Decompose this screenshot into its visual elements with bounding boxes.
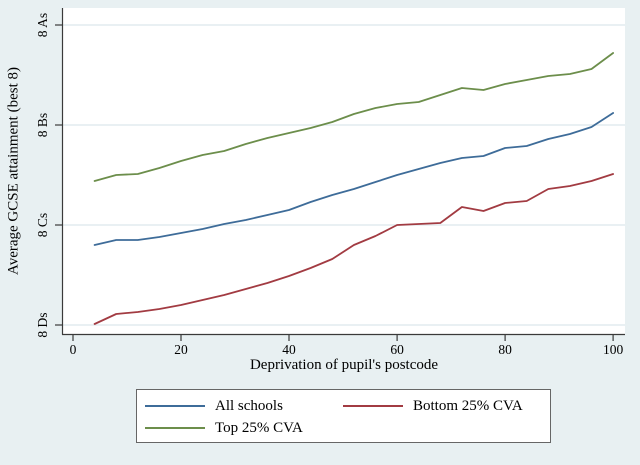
legend-item-top-25-cva: Top 25% CVA: [145, 419, 343, 436]
svg-text:8 Cs: 8 Cs: [35, 213, 50, 237]
svg-text:20: 20: [174, 342, 188, 357]
svg-text:80: 80: [498, 342, 512, 357]
top-25-cva-line-swatch: [145, 427, 205, 429]
legend-label-bottom-25-cva: Bottom 25% CVA: [413, 397, 523, 414]
bottom-25-cva-line-swatch: [343, 405, 403, 407]
svg-text:8 As: 8 As: [35, 13, 50, 37]
x-axis-title: Deprivation of pupil's postcode: [249, 357, 439, 373]
svg-text:8 Bs: 8 Bs: [35, 113, 50, 137]
svg-text:100: 100: [603, 342, 624, 357]
legend-label-top-25-cva: Top 25% CVA: [215, 419, 303, 436]
legend-label-all-schools: All schools: [215, 397, 283, 414]
legend: All schools Bottom 25% CVA Top 25% CVA: [136, 389, 551, 443]
svg-text:8 Ds: 8 Ds: [35, 312, 50, 337]
plot-area: 8 Ds 8 Cs 8 Bs 8 As 0 20 40 60 80 100: [35, 8, 625, 357]
svg-text:60: 60: [390, 342, 404, 357]
svg-text:0: 0: [70, 342, 77, 357]
legend-item-bottom-25-cva: Bottom 25% CVA: [343, 397, 550, 414]
legend-item-all-schools: All schools: [145, 397, 343, 414]
svg-text:40: 40: [282, 342, 296, 357]
all-schools-line-swatch: [145, 405, 205, 407]
y-axis-title: Average GCSE attainment (best 8): [5, 67, 22, 275]
